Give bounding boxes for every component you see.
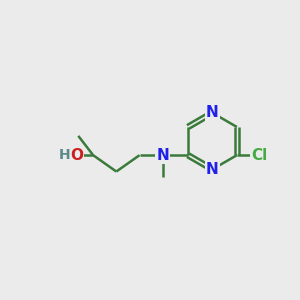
Text: O: O bbox=[70, 148, 84, 163]
Text: N: N bbox=[206, 105, 219, 120]
Text: N: N bbox=[206, 162, 219, 177]
Text: H: H bbox=[58, 148, 70, 162]
Text: N: N bbox=[156, 148, 169, 163]
Text: Cl: Cl bbox=[251, 148, 267, 163]
